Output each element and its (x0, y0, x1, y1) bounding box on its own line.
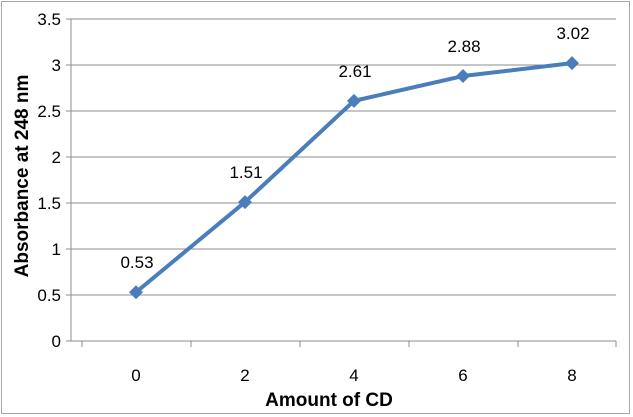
x-axis-title: Amount of CD (265, 390, 393, 411)
data-label: 3.02 (556, 24, 589, 43)
x-tick-label: 2 (240, 366, 249, 385)
x-tick-label: 6 (458, 366, 467, 385)
x-tick-label: 4 (349, 366, 358, 385)
series-layer (129, 56, 579, 300)
data-label: 2.88 (447, 37, 480, 56)
y-tick-label: 2 (52, 148, 61, 167)
axes (66, 18, 617, 347)
x-tick-label: 0 (131, 366, 140, 385)
y-axis-title: Absorbance at 248 nm (12, 75, 33, 278)
data-label: 1.51 (229, 163, 262, 182)
y-tick-label: 3.5 (37, 10, 61, 29)
y-tick-label: 1.5 (37, 194, 61, 213)
data-labels: 0.53 1.51 2.61 2.88 3.02 (120, 24, 589, 272)
y-tick-label: 1 (52, 240, 61, 259)
data-label: 2.61 (338, 62, 371, 81)
data-point-marker (238, 195, 252, 210)
y-tick-label: 2.5 (37, 102, 61, 121)
data-point-marker (129, 285, 143, 300)
x-tick-label: 8 (567, 366, 576, 385)
data-point-marker (565, 56, 579, 71)
y-tick-labels: 0 0.5 1 1.5 2 2.5 3 3.5 (37, 10, 61, 351)
y-tick-label: 0 (52, 332, 61, 351)
x-tick-labels: 0 2 4 6 8 (131, 366, 576, 385)
y-tick-label: 0.5 (37, 286, 61, 305)
data-point-marker (456, 69, 470, 84)
data-point-marker (347, 93, 361, 108)
y-tick-label: 3 (52, 56, 61, 75)
data-label: 0.53 (120, 253, 153, 272)
